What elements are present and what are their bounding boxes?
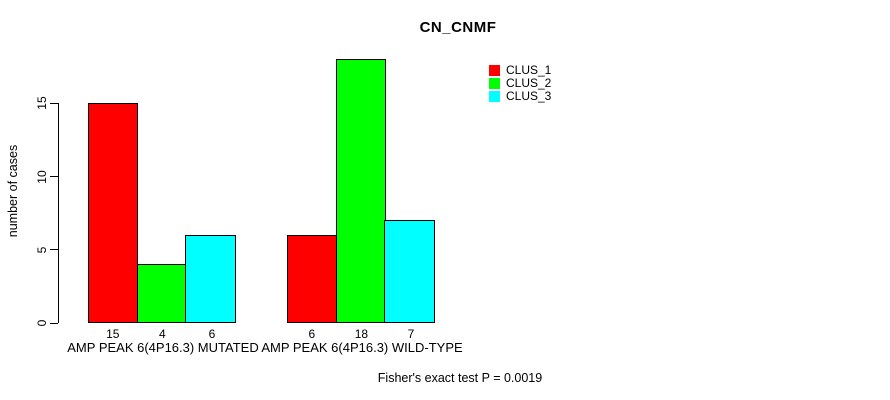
bar-clus_2-group2 xyxy=(335,59,387,323)
legend-swatch-clus1-icon xyxy=(489,65,500,76)
bar-value-label: 6 xyxy=(208,327,216,341)
legend-item-clus3: CLUS_3 xyxy=(489,90,551,103)
legend-label-clus2: CLUS_2 xyxy=(506,76,552,90)
y-axis-tick-label: 15 xyxy=(35,96,49,110)
y-axis-tick xyxy=(50,322,58,324)
legend-swatch-clus2-icon xyxy=(489,78,500,89)
y-axis-tick-label: 5 xyxy=(35,246,49,254)
bar-clus_1-group1 xyxy=(88,103,138,323)
group-label-mutated: AMP PEAK 6(4P16.3) MUTATED xyxy=(67,340,259,355)
bar-clus_3-group2 xyxy=(384,220,435,323)
y-axis-tick xyxy=(50,249,58,251)
bar-clus_2-group1 xyxy=(136,264,188,323)
legend-item-clus1: CLUS_1 xyxy=(489,64,551,77)
legend-label-clus3: CLUS_3 xyxy=(506,89,552,103)
bar-value-label: 15 xyxy=(106,327,120,341)
legend-swatch-clus3-icon xyxy=(489,91,500,102)
bar-value-label: 4 xyxy=(159,327,166,341)
fisher-test-annotation: Fisher's exact test P = 0.0019 xyxy=(377,371,543,385)
y-axis-tick-label: 0 xyxy=(35,319,49,327)
legend-label-clus1: CLUS_1 xyxy=(506,63,552,77)
bar-clus_3-group1 xyxy=(185,235,236,323)
bar-value-label: 7 xyxy=(407,327,415,341)
y-axis-tick xyxy=(50,102,58,104)
group-label-wild-type: AMP PEAK 6(4P16.3) WILD-TYPE xyxy=(261,340,463,355)
bar-value-label: 6 xyxy=(308,327,316,341)
chart-title: CN_CNMF xyxy=(419,19,497,36)
legend-item-clus2: CLUS_2 xyxy=(489,77,551,90)
y-axis-tick xyxy=(50,176,58,177)
bar-clus_1-group2 xyxy=(287,235,337,323)
y-axis xyxy=(58,103,59,323)
bar-value-label: 18 xyxy=(354,327,369,341)
y-axis-label: number of cases xyxy=(6,144,20,238)
y-axis-tick-label: 10 xyxy=(35,169,49,184)
